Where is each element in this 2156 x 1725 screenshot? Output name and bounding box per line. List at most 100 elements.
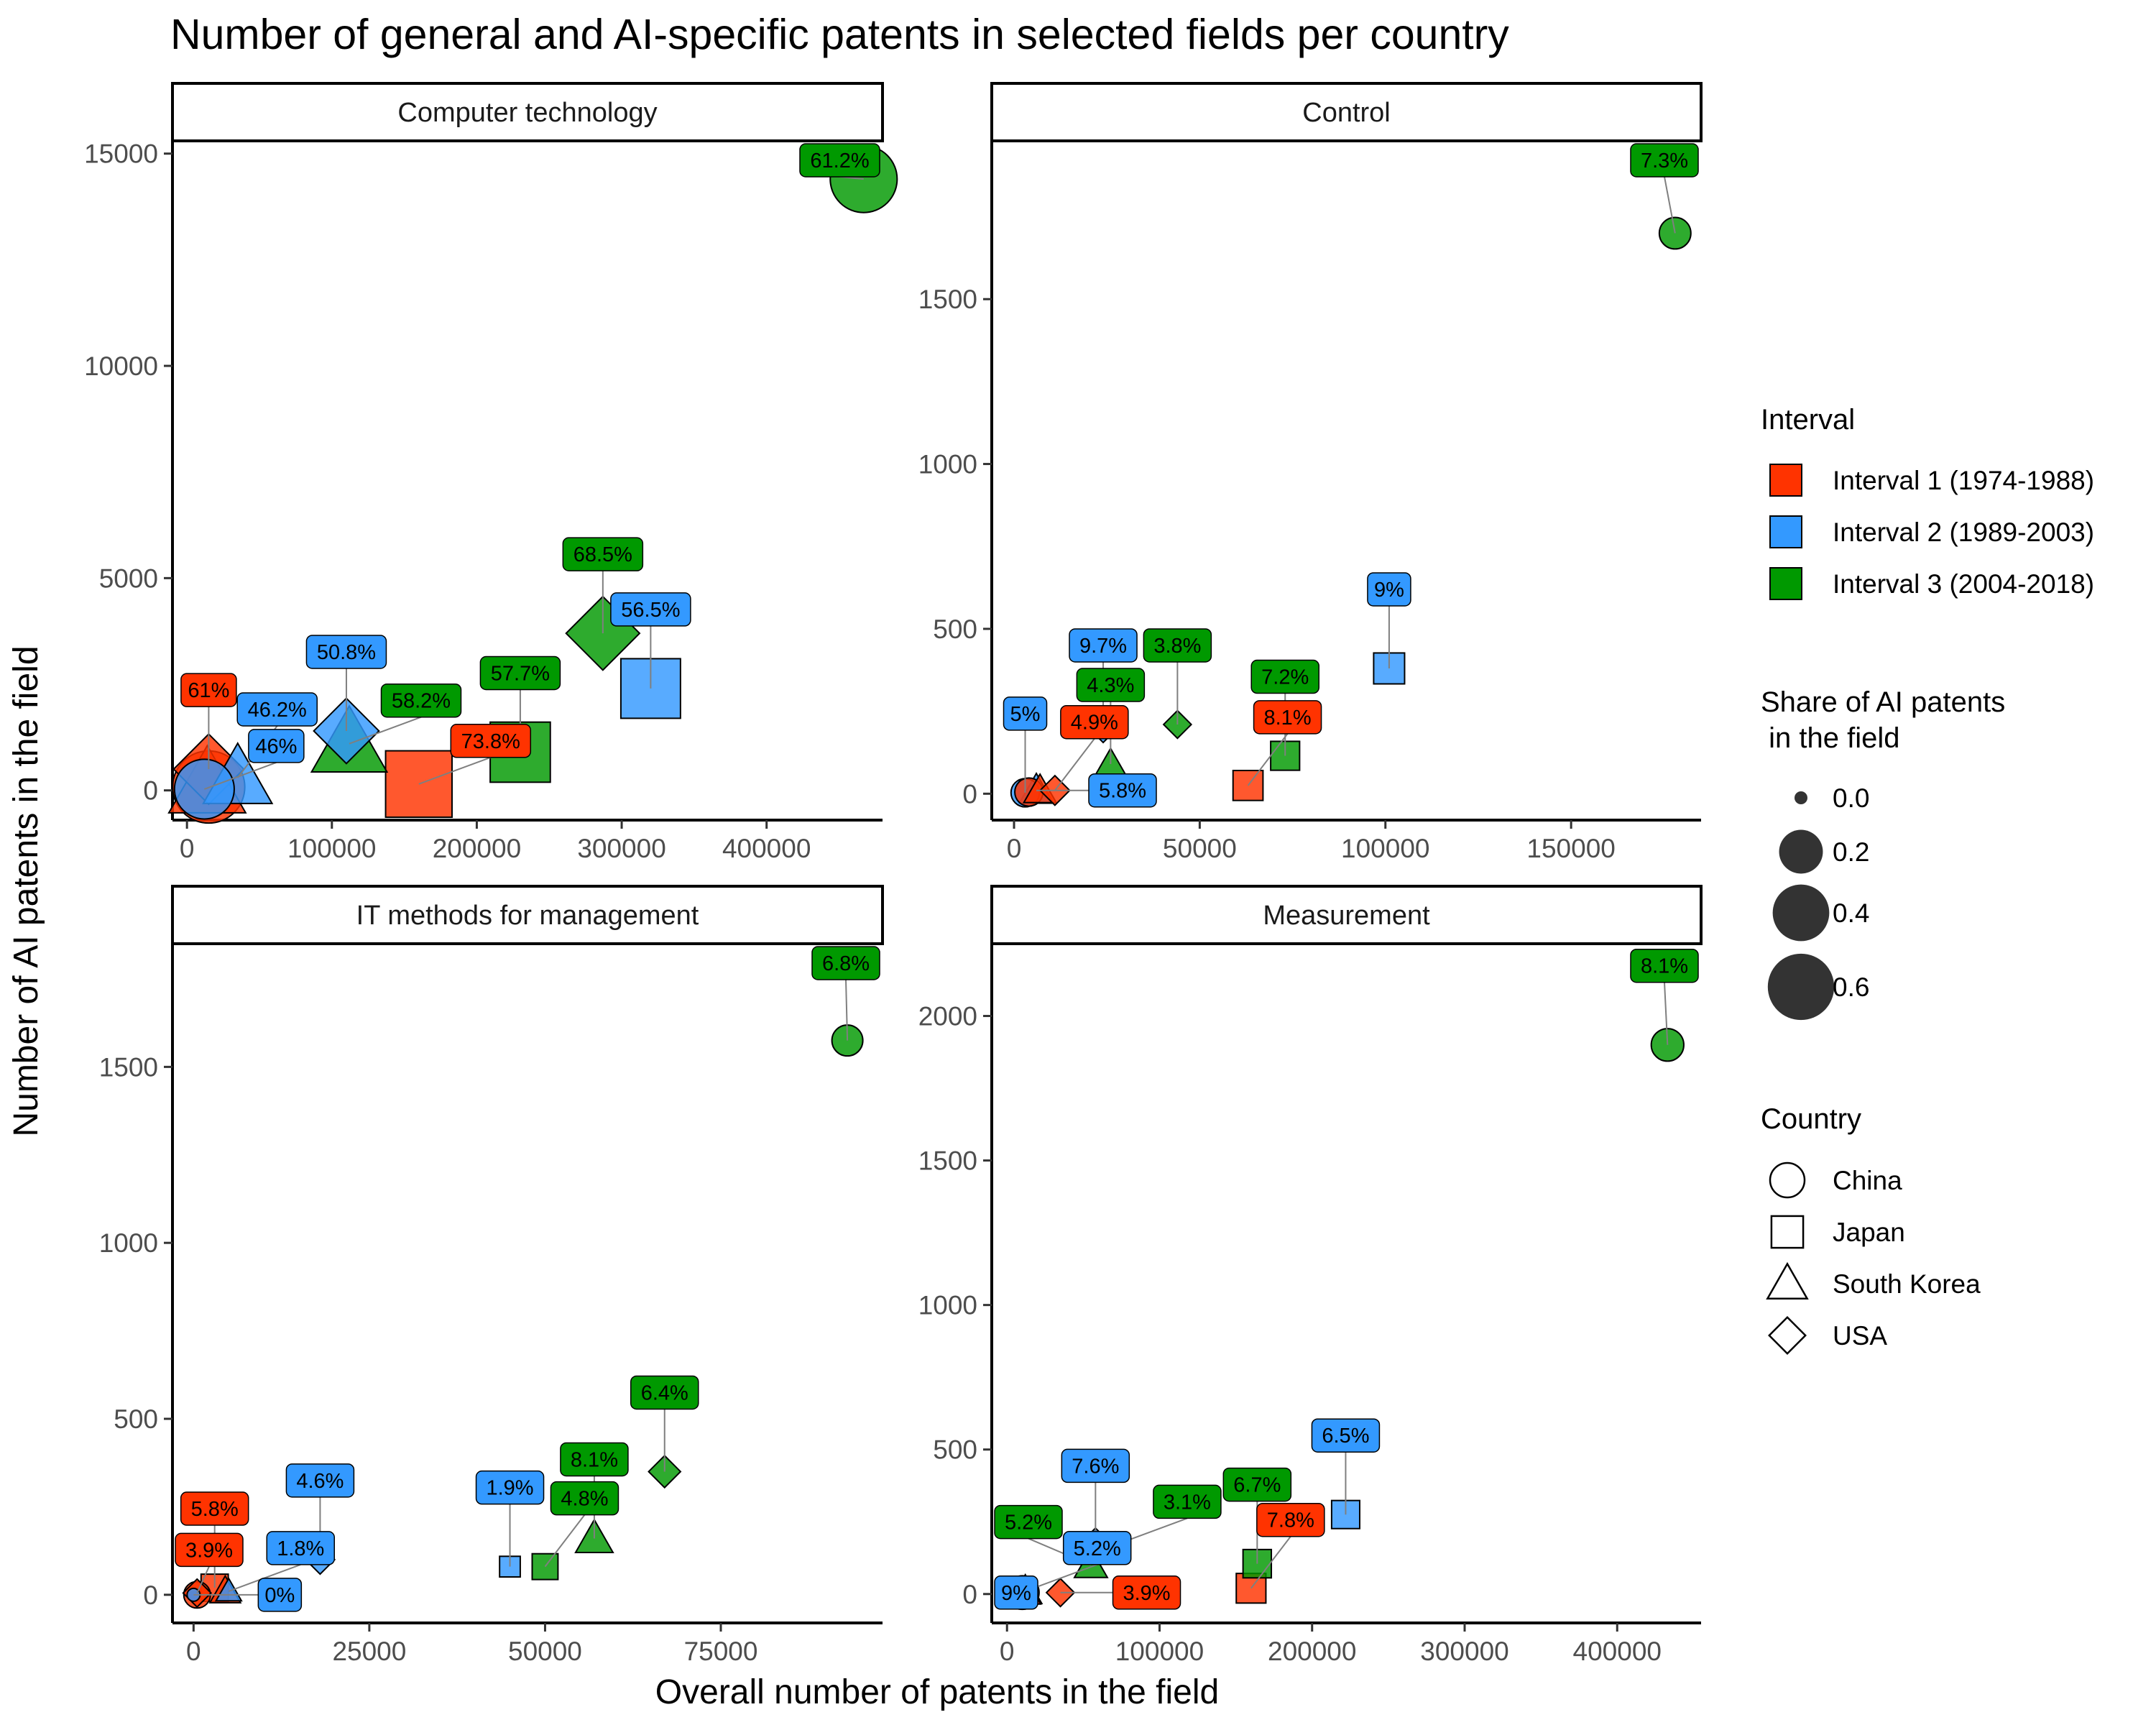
chart-title: Number of general and AI-specific patent…: [170, 11, 1509, 58]
panel-strip: [990, 885, 1703, 945]
legend-label-interval-3: Interval 3 (2004-2018): [1833, 569, 2094, 599]
label-box: [479, 656, 561, 691]
y-tick-label: 5000: [99, 564, 158, 593]
y-tick-label: 500: [933, 615, 977, 644]
label-box: [1250, 659, 1319, 694]
data-label: 50.8%: [317, 641, 376, 664]
x-tick-label: 0: [186, 1637, 201, 1666]
y-tick-label: 0: [962, 1580, 977, 1609]
x-tick-label: 0: [180, 834, 195, 863]
legend-size-dot: [1779, 829, 1823, 874]
label-leader-line: [1250, 1536, 1291, 1589]
data-labels: 7.3% 9% 9.7% 3.8% 7.2% 4.3% 8.1% 4.9% 5.8% 5%: [1003, 143, 1699, 808]
data-label: 8.1%: [1264, 707, 1312, 730]
data-label: 9%: [1374, 579, 1404, 602]
y-tick-label: 1000: [99, 1228, 158, 1258]
point-usa-interval-3: [1162, 709, 1193, 740]
legend-swatch-interval-1: [1769, 464, 1802, 497]
panel-measurement: Measurement 0 100000 200000 300000 400000 0 500…: [918, 885, 1703, 1666]
legend-shape-south-korea: [1766, 1261, 1809, 1300]
label-box: [1003, 696, 1048, 731]
label-box: [1143, 628, 1212, 663]
y-tick-label: 0: [962, 779, 977, 809]
data-label: 7.8%: [1267, 1509, 1314, 1532]
data-label: 7.6%: [1072, 1455, 1119, 1478]
label-leader-line: [1664, 982, 1669, 1045]
data-label: 5.8%: [1099, 780, 1146, 803]
x-tick-label: 300000: [577, 834, 665, 863]
legend-interval-entries: Interval 1 (1974-1988) Interval 2 (1989-2…: [1769, 464, 2094, 600]
data-labels: 61.2% 68.5% 56.5% 50.8% 58.2% 57.7% 61% 46.2% 73…: [180, 143, 880, 790]
data-label: 4.6%: [296, 1470, 344, 1493]
x-tick-label: 75000: [684, 1637, 758, 1666]
label-box: [1222, 1467, 1292, 1502]
label-box: [236, 692, 318, 727]
label-box: [285, 1463, 355, 1498]
label-box: [1088, 773, 1157, 808]
data-label: 5.2%: [1074, 1537, 1121, 1560]
data-label: 3.9%: [185, 1539, 233, 1562]
data-label: 7.2%: [1261, 666, 1309, 689]
x-tick-label: 100000: [1341, 834, 1429, 863]
y-tick-label: 2000: [918, 1002, 977, 1031]
label-leader-line: [418, 756, 492, 785]
y-tick-label: 1000: [918, 450, 977, 479]
data-label: 7.3%: [1641, 150, 1688, 172]
label-box: [266, 1531, 336, 1565]
legend-size-dot: [1772, 884, 1830, 942]
legend-size-title-line2: in the field: [1761, 722, 1899, 754]
legend-swatch-interval-2: [1769, 515, 1802, 548]
x-tick-label: 300000: [1420, 1637, 1508, 1666]
label-leader-line: [1054, 738, 1095, 791]
legend-label-interval-2: Interval 2 (1989-2003): [1833, 518, 2094, 547]
data-label: 1.8%: [277, 1537, 324, 1560]
label-box: [994, 1504, 1063, 1540]
y-tick-label: 15000: [84, 139, 158, 169]
data-label: 8.1%: [1641, 955, 1688, 978]
x-tick-label: 100000: [1115, 1637, 1204, 1666]
label-box: [1630, 948, 1699, 983]
data-label: 61%: [188, 679, 229, 702]
label-box: [1062, 1531, 1132, 1565]
data-label: 9.7%: [1079, 635, 1127, 658]
label-box: [1253, 700, 1322, 735]
label-box: [1060, 704, 1129, 740]
legend-label-usa: USA: [1833, 1321, 1887, 1351]
x-tick-label: 400000: [1573, 1637, 1662, 1666]
x-tick-label: 150000: [1526, 834, 1615, 863]
data-label: 56.5%: [621, 599, 680, 622]
label-leader-line: [544, 1514, 586, 1568]
y-tick-label: 1500: [918, 1146, 977, 1176]
data-label: 4.8%: [561, 1488, 608, 1511]
legend-size-title-line1: Share of AI patents: [1761, 686, 2005, 718]
y-tick-label: 500: [114, 1404, 158, 1434]
point-japan-interval-3: [531, 1552, 559, 1581]
y-tick-label: 0: [143, 1581, 158, 1610]
label-box: [1630, 143, 1699, 178]
label-box: [1061, 1448, 1130, 1484]
label-box: [1153, 1484, 1222, 1519]
panel-strip-label: IT methods for management: [356, 901, 699, 931]
data-label: 5%: [1010, 703, 1041, 726]
label-leader-line: [845, 979, 849, 1041]
data-label: 6.5%: [1322, 1425, 1369, 1448]
legend-size-entries: 0.0 0.2 0.4 0.6: [1767, 783, 1869, 1021]
label-box: [994, 1576, 1038, 1610]
x-axis-label: Overall number of patents in the field: [655, 1673, 1219, 1711]
label-leader-line: [1664, 176, 1676, 234]
data-label: 46%: [255, 735, 297, 758]
label-box: [610, 592, 691, 627]
y-axis-label: Number of AI patents in the field: [7, 645, 45, 1136]
label-box: [560, 1442, 629, 1477]
label-box: [475, 1470, 545, 1505]
panel-control: Control 0 50000 100000 150000 0 500 1000 1500 7.3…: [918, 82, 1703, 863]
label-box: [550, 1481, 619, 1516]
label-box: [450, 724, 532, 758]
x-tick-label: 0: [1000, 1637, 1015, 1666]
legend-size-label: 0.4: [1833, 898, 1869, 928]
label-leader-line: [349, 716, 422, 745]
data-label: 3.1%: [1164, 1491, 1211, 1514]
label-leader-line: [204, 761, 277, 790]
x-tick-label: 0: [1007, 834, 1022, 863]
